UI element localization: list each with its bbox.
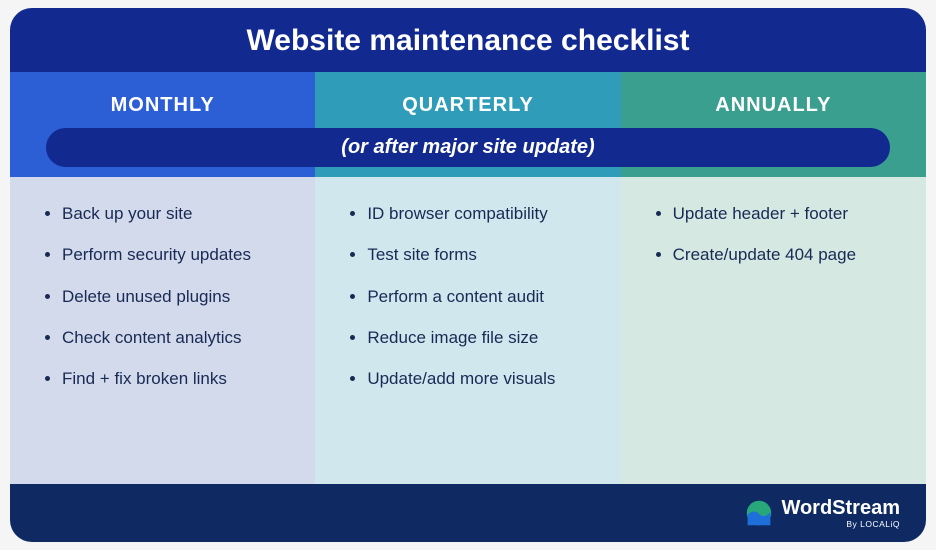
- checklist-card: Website maintenance checklist MONTHLY QU…: [10, 8, 926, 542]
- list-item: Perform a content audit: [367, 286, 600, 307]
- subtitle-text: (or after major site update): [341, 136, 594, 158]
- wordstream-icon: [745, 499, 773, 527]
- body-col-monthly: Back up your site Perform security updat…: [10, 177, 315, 484]
- list-item: Check content analytics: [62, 327, 295, 348]
- col-header-label: MONTHLY: [111, 94, 215, 116]
- list-item: ID browser compatibility: [367, 203, 600, 224]
- list-item: Back up your site: [62, 203, 295, 224]
- body-col-annually: Update header + footer Create/update 404…: [621, 177, 926, 484]
- brand-text: WordStream By LOCALiQ: [781, 498, 900, 529]
- list-item: Perform security updates: [62, 244, 295, 265]
- list-item: Update/add more visuals: [367, 368, 600, 389]
- body-col-quarterly: ID browser compatibility Test site forms…: [315, 177, 620, 484]
- column-headers: MONTHLY QUARTERLY ANNUALLY (or after maj…: [10, 72, 926, 177]
- main-title: Website maintenance checklist: [247, 24, 690, 57]
- title-bar: Website maintenance checklist: [10, 8, 926, 72]
- body-columns: Back up your site Perform security updat…: [10, 177, 926, 484]
- list-item: Reduce image file size: [367, 327, 600, 348]
- list-item: Test site forms: [367, 244, 600, 265]
- brand-logo: WordStream By LOCALiQ: [745, 498, 900, 529]
- list-annually: Update header + footer Create/update 404…: [655, 203, 906, 266]
- subtitle-pill: (or after major site update): [46, 128, 890, 167]
- list-item: Update header + footer: [673, 203, 906, 224]
- list-item: Delete unused plugins: [62, 286, 295, 307]
- col-header-label: ANNUALLY: [715, 94, 831, 116]
- col-header-label: QUARTERLY: [402, 94, 534, 116]
- list-item: Create/update 404 page: [673, 244, 906, 265]
- list-monthly: Back up your site Perform security updat…: [44, 203, 295, 389]
- list-item: Find + fix broken links: [62, 368, 295, 389]
- footer: WordStream By LOCALiQ: [10, 484, 926, 542]
- brand-name: WordStream: [781, 498, 900, 518]
- list-quarterly: ID browser compatibility Test site forms…: [349, 203, 600, 389]
- brand-byline: By LOCALiQ: [781, 520, 900, 529]
